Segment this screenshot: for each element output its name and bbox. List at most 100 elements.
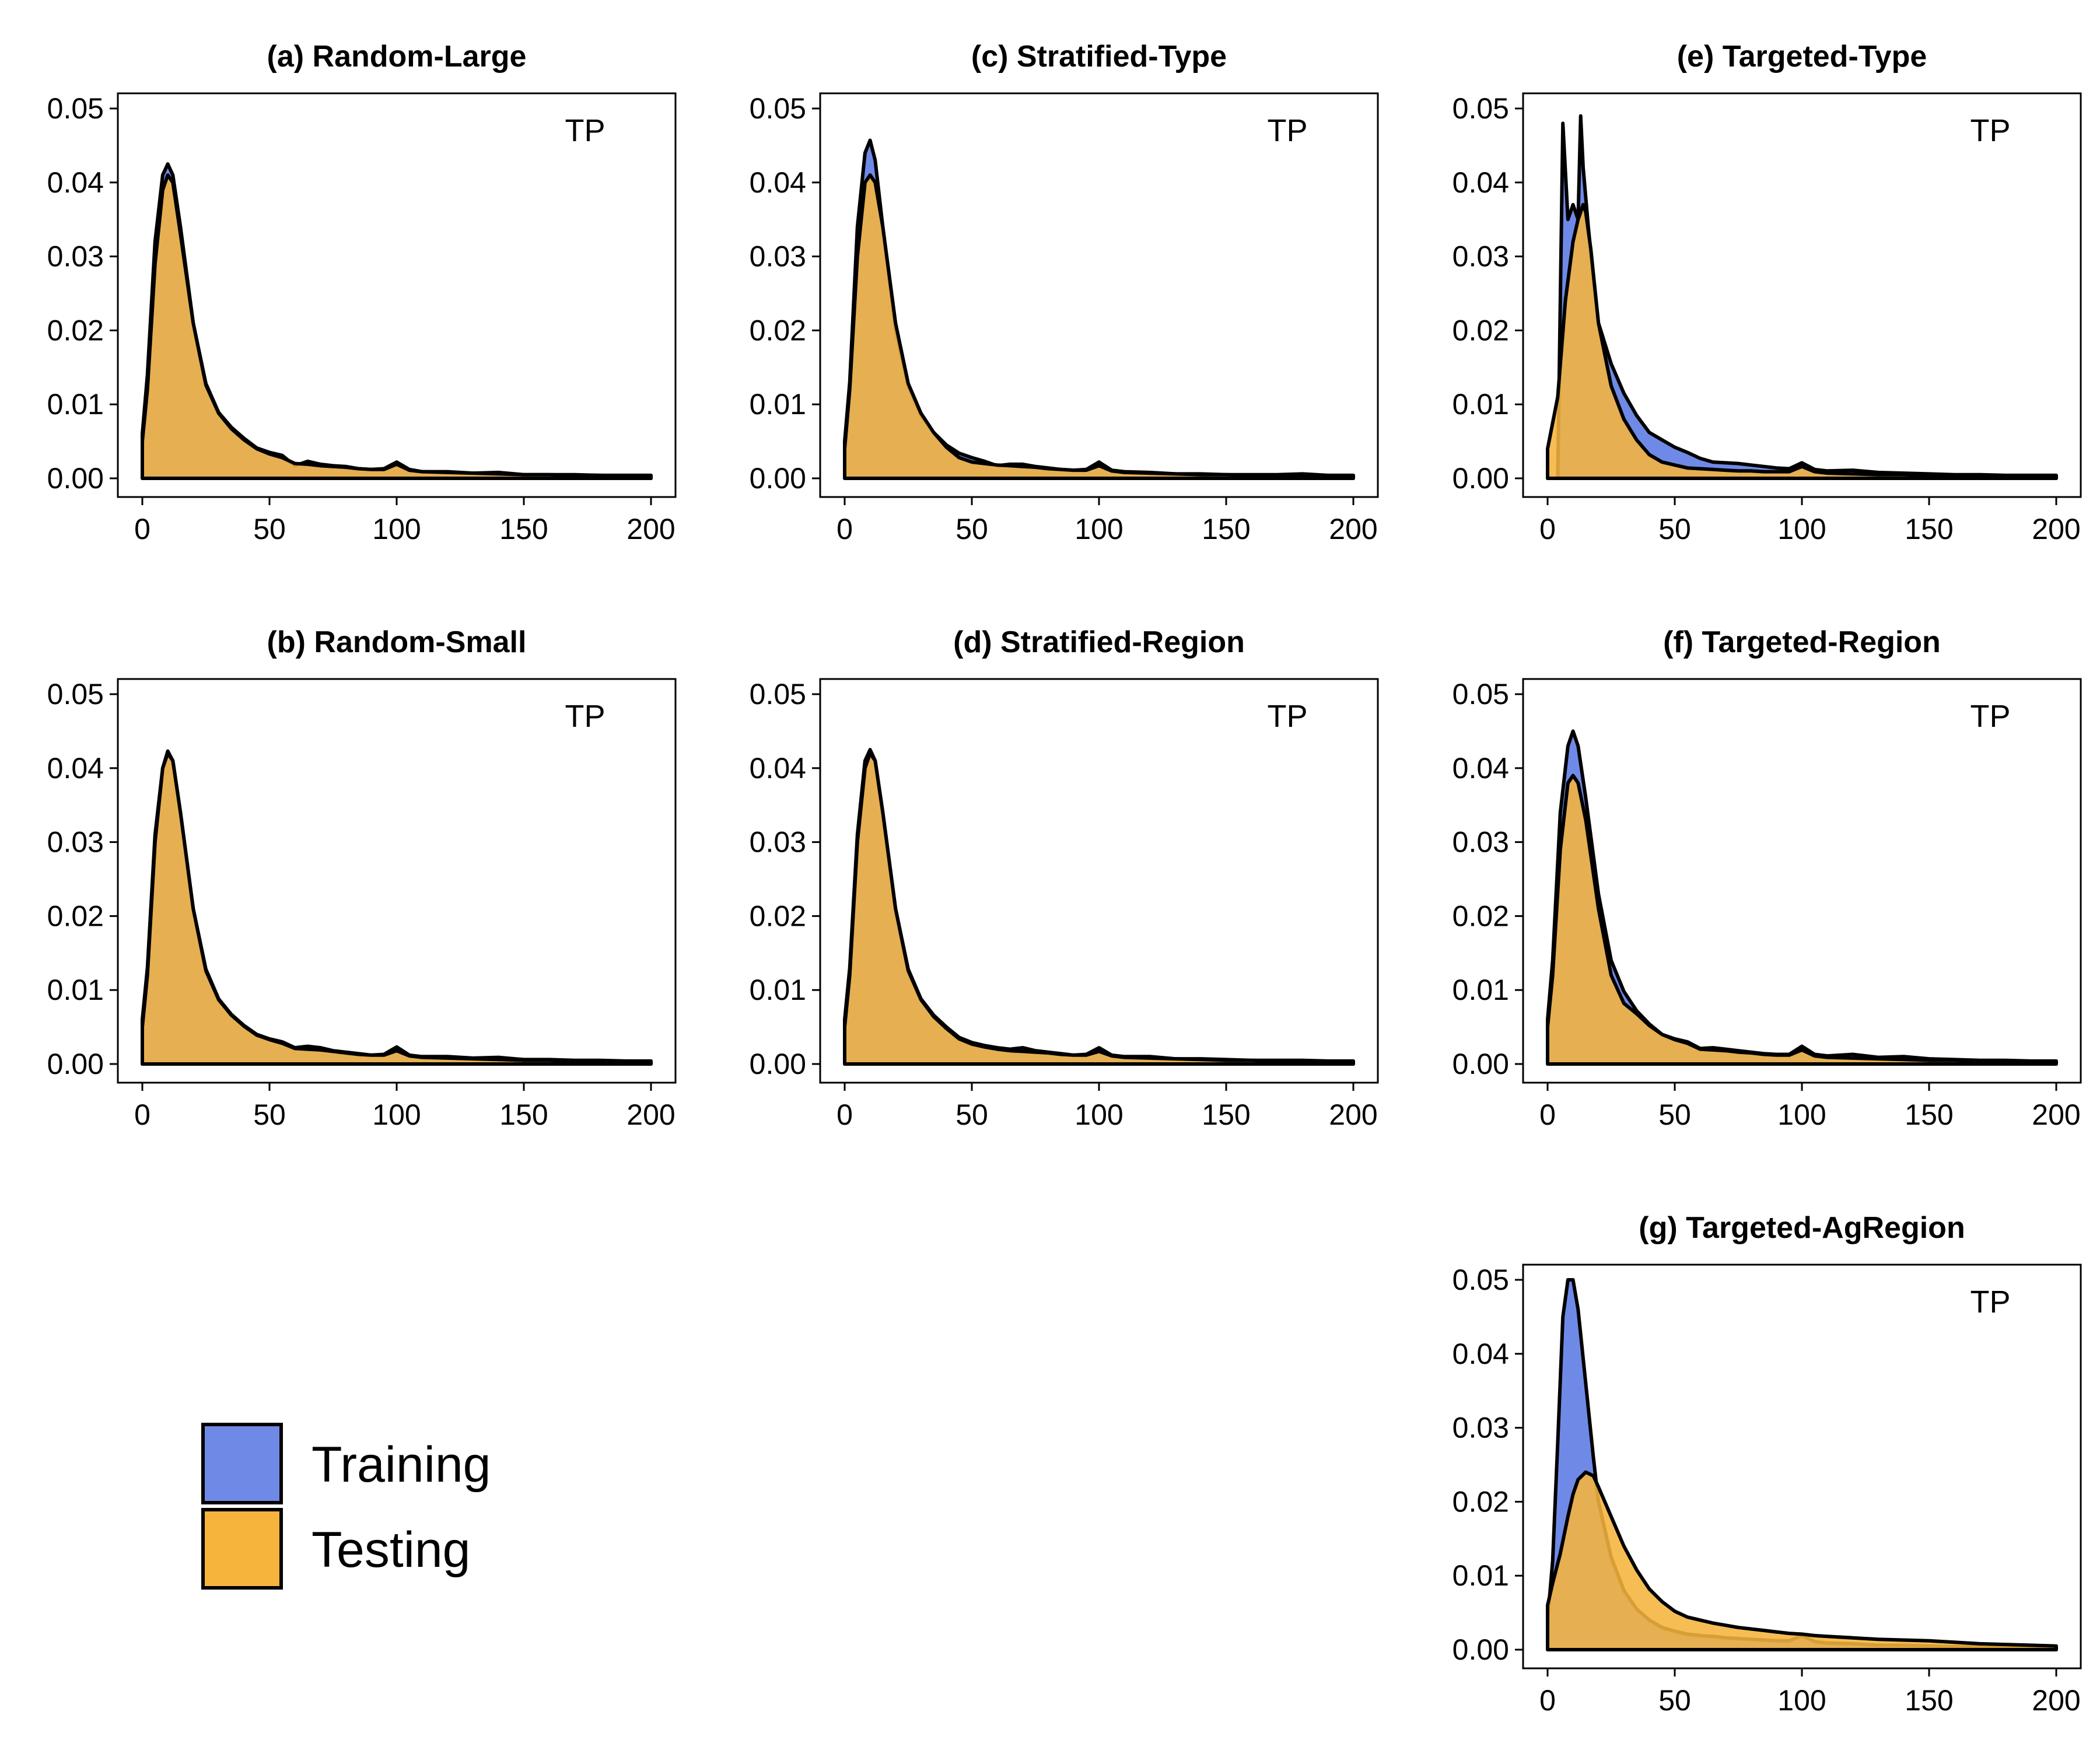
y-tick-label: 0.03 xyxy=(1452,1412,1509,1444)
y-tick-label: 0.00 xyxy=(750,1048,806,1080)
y-tick-label: 0.01 xyxy=(47,974,104,1006)
panel-title: (e) Targeted-Type xyxy=(1677,40,1927,74)
panel-a: (a) Random-Large 0.00 0.01 0.02 0.03 0.04 0.05… xyxy=(47,40,677,545)
x-tick-label: 100 xyxy=(1777,1684,1826,1717)
y-tick-label: 0.05 xyxy=(750,678,806,710)
panel-g: (g) Targeted-AgRegion 0.00 0.01 0.02 0.03 0.0… xyxy=(1452,1211,2082,1717)
y-tick-label: 0.04 xyxy=(1452,752,1509,785)
y-tick-label: 0.01 xyxy=(1452,974,1509,1006)
x-tick-label: 50 xyxy=(253,513,286,545)
x-tick-label: 0 xyxy=(836,513,853,545)
x-tick-label: 200 xyxy=(1329,513,1377,545)
y-tick-label: 0.01 xyxy=(1452,1559,1509,1592)
y-tick-label: 0.05 xyxy=(750,92,806,125)
density-area-testing xyxy=(1546,202,2058,480)
y-tick-label: 0.03 xyxy=(750,240,806,273)
x-tick-label: 50 xyxy=(1658,1684,1691,1717)
panel-f: (f) Targeted-Region 0.00 0.01 0.02 0.03 0.04 0… xyxy=(1452,625,2082,1131)
panel-e: (e) Targeted-Type 0.00 0.01 0.02 0.03 0.04 0.0… xyxy=(1452,40,2082,545)
panel-title: (b) Random-Small xyxy=(267,625,527,659)
y-tick-label: 0.00 xyxy=(47,462,104,495)
y-tick-label: 0.03 xyxy=(1452,240,1509,273)
panel-tag: TP xyxy=(1970,699,2010,734)
x-tick-label: 50 xyxy=(1658,513,1691,545)
x-tick-label: 0 xyxy=(1539,1098,1556,1131)
x-tick-label: 50 xyxy=(253,1098,286,1131)
x-tick-label: 200 xyxy=(2032,1098,2080,1131)
y-tick-label: 0.02 xyxy=(47,900,104,932)
x-tick-label: 200 xyxy=(626,1098,675,1131)
panel-tag: TP xyxy=(565,113,605,148)
legend-swatch-testing xyxy=(201,1508,283,1590)
y-tick-label: 0.04 xyxy=(1452,1338,1509,1370)
panel-d: (d) Stratified-Region 0.00 0.01 0.02 0.03 0.0… xyxy=(750,625,1379,1131)
y-tick-label: 0.01 xyxy=(47,388,104,421)
x-tick-label: 100 xyxy=(372,513,421,545)
x-tick-label: 200 xyxy=(1329,1098,1377,1131)
y-tick-label: 0.00 xyxy=(1452,1633,1509,1666)
x-tick-label: 150 xyxy=(1202,1098,1250,1131)
y-tick-label: 0.02 xyxy=(1452,1485,1509,1518)
y-tick-label: 0.02 xyxy=(47,314,104,346)
y-tick-label: 0.04 xyxy=(47,166,104,199)
y-tick-label: 0.02 xyxy=(750,900,806,932)
y-tick-label: 0.03 xyxy=(750,826,806,859)
legend-swatch-training xyxy=(201,1423,283,1504)
y-tick-label: 0.04 xyxy=(750,752,806,785)
y-tick-label: 0.02 xyxy=(750,314,806,346)
y-tick-label: 0.00 xyxy=(1452,462,1509,495)
density-area-testing xyxy=(1546,1470,2058,1651)
x-tick-label: 50 xyxy=(1658,1098,1691,1131)
legend-label-training: Training xyxy=(312,1437,491,1493)
y-tick-label: 0.01 xyxy=(750,388,806,421)
legend-label-testing: Testing xyxy=(312,1522,471,1578)
y-tick-label: 0.00 xyxy=(1452,1048,1509,1080)
y-tick-label: 0.03 xyxy=(1452,826,1509,859)
x-tick-label: 200 xyxy=(2032,1684,2080,1717)
x-tick-label: 0 xyxy=(1539,1684,1556,1717)
density-area-testing xyxy=(843,751,1355,1066)
x-tick-label: 100 xyxy=(1777,1098,1826,1131)
density-area-testing xyxy=(141,751,653,1066)
y-tick-label: 0.05 xyxy=(1452,92,1509,125)
panel-tag: TP xyxy=(1970,1284,2010,1320)
y-tick-label: 0.00 xyxy=(47,1048,104,1080)
x-tick-label: 200 xyxy=(626,513,675,545)
x-tick-label: 150 xyxy=(1202,513,1250,545)
panel-title: (d) Stratified-Region xyxy=(953,625,1245,659)
y-tick-label: 0.04 xyxy=(47,752,104,785)
x-tick-label: 100 xyxy=(1777,513,1826,545)
y-tick-label: 0.05 xyxy=(1452,678,1509,710)
x-tick-label: 150 xyxy=(499,513,548,545)
x-tick-label: 100 xyxy=(1074,513,1123,545)
panel-tag: TP xyxy=(1267,699,1307,734)
y-tick-label: 0.05 xyxy=(47,92,104,125)
y-tick-label: 0.04 xyxy=(750,166,806,199)
panel-tag: TP xyxy=(1970,113,2010,148)
x-tick-label: 100 xyxy=(372,1098,421,1131)
legend: Training Testing xyxy=(201,1423,491,1590)
x-tick-label: 150 xyxy=(1905,513,1953,545)
y-tick-label: 0.01 xyxy=(1452,388,1509,421)
panel-c: (c) Stratified-Type 0.00 0.01 0.02 0.03 0.04 0… xyxy=(750,40,1379,545)
y-tick-label: 0.01 xyxy=(750,974,806,1006)
x-tick-label: 0 xyxy=(836,1098,853,1131)
x-tick-label: 50 xyxy=(956,513,988,545)
x-tick-label: 0 xyxy=(134,1098,150,1131)
x-tick-label: 150 xyxy=(1905,1098,1953,1131)
x-tick-label: 50 xyxy=(956,1098,988,1131)
panel-title: (f) Targeted-Region xyxy=(1663,625,1941,659)
panel-title: (g) Targeted-AgRegion xyxy=(1639,1211,1965,1245)
y-tick-label: 0.00 xyxy=(750,462,806,495)
y-tick-label: 0.02 xyxy=(1452,900,1509,932)
y-tick-label: 0.05 xyxy=(47,678,104,710)
y-tick-label: 0.04 xyxy=(1452,166,1509,199)
panel-grid: (a) Random-Large 0.00 0.01 0.02 0.03 0.04 0.05… xyxy=(47,40,2082,1717)
panel-b: (b) Random-Small 0.00 0.01 0.02 0.03 0.04 0.05… xyxy=(47,625,677,1131)
y-tick-label: 0.03 xyxy=(47,240,104,273)
x-tick-label: 0 xyxy=(1539,513,1556,545)
density-area-testing xyxy=(1546,774,2058,1066)
x-tick-label: 0 xyxy=(134,513,150,545)
panel-title: (c) Stratified-Type xyxy=(971,40,1227,74)
y-tick-label: 0.03 xyxy=(47,826,104,859)
